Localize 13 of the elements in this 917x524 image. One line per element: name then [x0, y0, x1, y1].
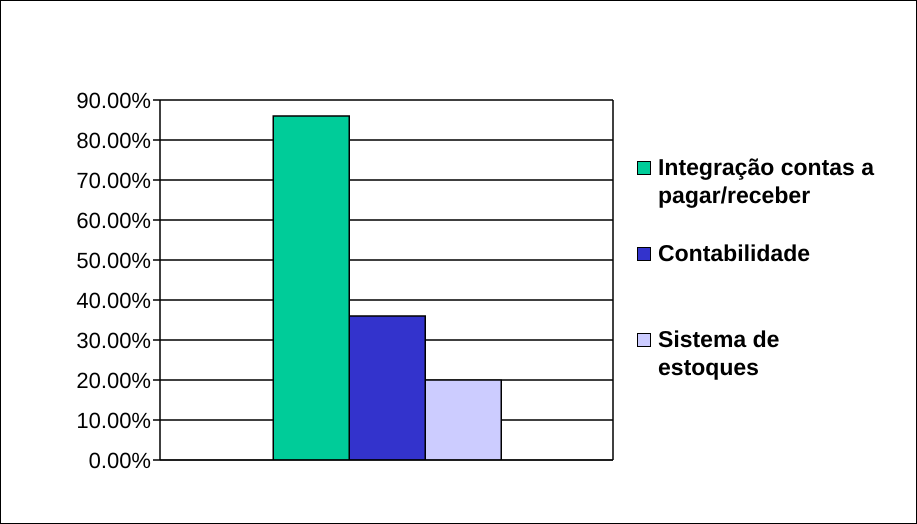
y-tick-label: 10.00%	[76, 408, 151, 433]
y-tick-label: 0.00%	[88, 448, 151, 473]
legend-label: Contabilidade	[658, 239, 812, 267]
y-tick-label: 90.00%	[76, 88, 151, 113]
legend-label: Integração contas a pagar/receber	[658, 153, 876, 209]
y-tick-label: 40.00%	[76, 288, 151, 313]
y-tick-label: 20.00%	[76, 368, 151, 393]
y-tick-label: 60.00%	[76, 208, 151, 233]
y-tick-label: 80.00%	[76, 128, 151, 153]
y-tick-label: 70.00%	[76, 168, 151, 193]
y-tick-label: 30.00%	[76, 328, 151, 353]
y-tick-label: 50.00%	[76, 248, 151, 273]
legend-label: Sistema de estoques	[658, 325, 780, 381]
